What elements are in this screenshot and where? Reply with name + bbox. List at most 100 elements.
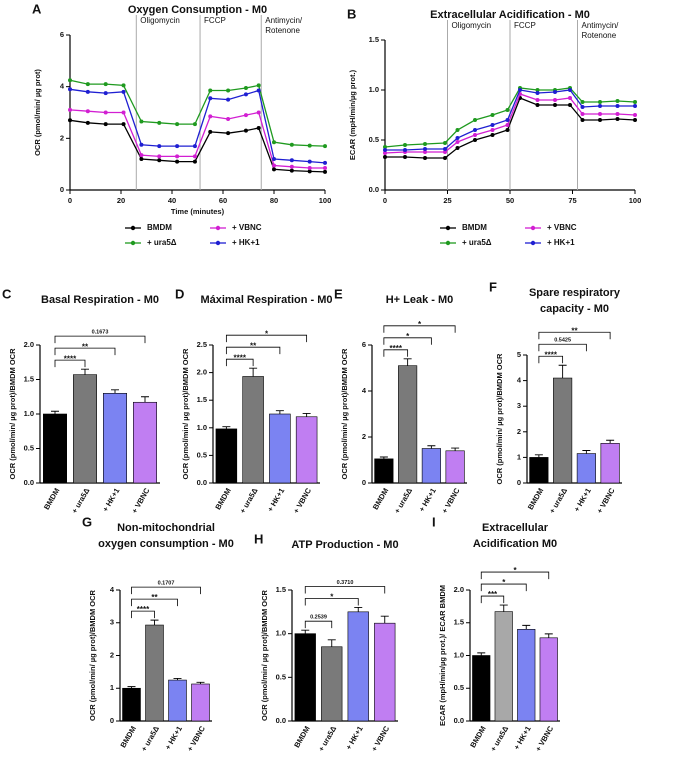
- data-point: [307, 169, 312, 174]
- significance-bracket: [383, 349, 409, 357]
- data-point: [615, 117, 620, 121]
- data-point: [121, 122, 126, 127]
- data-point: [323, 160, 327, 165]
- significance-bracket: [225, 334, 308, 343]
- data-point: [443, 147, 447, 151]
- x-tick-label: + ura5Δ: [547, 486, 569, 515]
- data-point: [633, 100, 637, 104]
- panel-letter: H: [254, 531, 263, 546]
- chart-title: Non-mitochondrial: [117, 522, 215, 534]
- bar: [398, 365, 418, 484]
- significance-label: *: [502, 578, 506, 587]
- data-point: [535, 88, 540, 92]
- significance-label: ****: [137, 605, 150, 614]
- significance-bracket: [54, 347, 116, 356]
- y-tick-label: 6: [60, 30, 64, 39]
- data-point: [615, 112, 620, 116]
- data-point: [192, 144, 197, 149]
- data-point: [243, 85, 248, 90]
- data-point: [423, 142, 427, 146]
- data-point: [289, 164, 294, 169]
- panel-letter: F: [489, 279, 497, 294]
- legend-marker: [215, 225, 221, 231]
- series-line: [69, 109, 325, 169]
- error-bar: [81, 368, 89, 375]
- bar: [494, 611, 513, 722]
- legend-marker: [130, 240, 136, 246]
- significance-label: ****: [545, 350, 558, 359]
- legend-label: + VBNC: [232, 223, 262, 232]
- legend-marker: [530, 225, 536, 231]
- significance-label: **: [82, 342, 89, 351]
- error-bar: [451, 447, 460, 451]
- data-point: [208, 114, 213, 119]
- significance-bracket: [383, 325, 456, 333]
- x-tick-label: + VBNC: [185, 724, 207, 753]
- significance-label: ***: [488, 590, 498, 599]
- data-point: [490, 133, 495, 137]
- data-point: [175, 144, 180, 149]
- data-point: [157, 158, 162, 163]
- phase-label: Antimycin/: [582, 21, 620, 30]
- significance-bracket: [538, 343, 587, 352]
- significance-label: **: [250, 341, 257, 350]
- y-tick-label: 1.0: [276, 629, 286, 638]
- bar: [269, 413, 291, 484]
- y-axis-label: ECAR (mpH/min/µg prot.)/ ECAR BMDM: [438, 585, 447, 726]
- data-point: [568, 96, 572, 100]
- significance-bracket: [480, 595, 505, 604]
- error-bar: [222, 426, 231, 429]
- error-bar: [544, 633, 553, 638]
- bar: [553, 377, 573, 484]
- bar: [321, 646, 343, 722]
- data-point: [580, 112, 585, 116]
- y-tick-label: 2.0: [197, 368, 207, 377]
- significance-bracket: [304, 620, 333, 629]
- data-point: [473, 133, 477, 137]
- data-point: [68, 78, 72, 83]
- y-tick-label: 2: [110, 650, 114, 659]
- significance-bracket: [538, 331, 611, 340]
- bar: [242, 376, 264, 484]
- data-point: [272, 157, 276, 161]
- significance-bracket: [304, 598, 359, 606]
- bar: [517, 628, 536, 722]
- y-tick-label: 1.5: [369, 35, 379, 44]
- data-point: [307, 166, 312, 171]
- x-tick-label: BMDM: [526, 486, 545, 511]
- bar: [600, 443, 620, 484]
- data-point: [157, 120, 162, 125]
- data-point: [103, 110, 108, 115]
- x-tick-label: + HK+1: [512, 724, 533, 751]
- y-axis-label: OCR (pmol/min/ µg prot)/BMDM OCR: [260, 589, 269, 721]
- data-point: [490, 113, 495, 117]
- panel-letter: I: [432, 514, 436, 529]
- data-point: [535, 98, 540, 102]
- x-tick-label: 0: [68, 196, 72, 205]
- data-point: [383, 151, 387, 155]
- y-tick-label: 5: [517, 350, 521, 359]
- error-bar: [141, 396, 149, 403]
- error-bar: [427, 445, 436, 449]
- x-tick-label: 60: [219, 196, 227, 205]
- x-tick-label: + ura5Δ: [238, 486, 260, 515]
- legend-label: BMDM: [462, 223, 487, 232]
- significance-bracket: [480, 571, 550, 580]
- y-tick-label: 1.0: [24, 409, 34, 418]
- y-tick-label: 2.0: [24, 340, 34, 349]
- y-tick-label: 2: [60, 133, 64, 142]
- data-point: [103, 82, 108, 87]
- data-point: [139, 142, 144, 147]
- data-point: [455, 146, 460, 150]
- x-tick-label: 50: [506, 196, 514, 205]
- x-tick-label: BMDM: [371, 486, 390, 511]
- y-tick-label: 1.0: [369, 85, 379, 94]
- data-point: [175, 154, 180, 159]
- significance-label: ****: [234, 353, 247, 362]
- data-point: [103, 122, 108, 127]
- significance-bracket: [225, 358, 254, 367]
- data-point: [505, 128, 510, 132]
- data-point: [289, 168, 294, 173]
- data-point: [580, 118, 585, 122]
